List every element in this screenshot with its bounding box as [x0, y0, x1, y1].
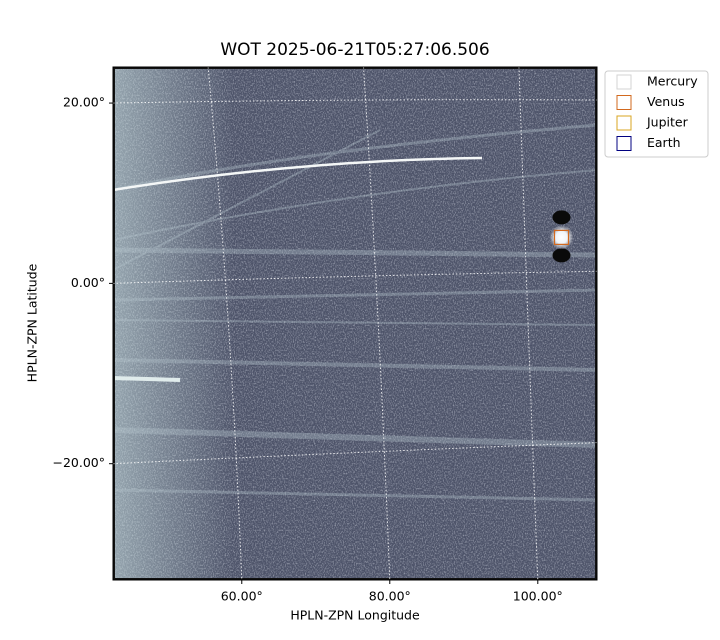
grid-line: [113, 99, 597, 104]
planet-marker: [553, 229, 570, 245]
x-axis-label: HPLN-ZPN Longitude: [290, 608, 420, 623]
legend-marker: [616, 115, 632, 131]
axes-frame: [112, 66, 598, 581]
planet-glow: [549, 225, 574, 250]
grid-line: [207, 67, 243, 580]
grid-line: [518, 67, 539, 580]
planet-glare: [552, 248, 571, 263]
legend-label: Mercury: [647, 74, 698, 89]
y-tick-label: −20.00°: [52, 455, 105, 470]
legend-label: Earth: [647, 135, 681, 150]
image-bright-streak: [113, 156, 483, 192]
legend-marker: [616, 74, 632, 90]
legend: Mercury Venus Jupiter Earth: [604, 70, 709, 158]
image-edge-glow: [113, 67, 597, 580]
plot-area: [113, 67, 597, 580]
legend-label: Jupiter: [646, 115, 689, 130]
y-axis-label: HPLN-ZPN Latitude: [25, 263, 40, 382]
chart-title: WOT 2025-06-21T05:27:06.506: [220, 40, 489, 60]
x-tick-label: 100.00°: [513, 589, 563, 604]
grid-line: [113, 270, 597, 284]
planet-glare: [552, 210, 571, 225]
x-tick-label: 80.00°: [369, 589, 411, 604]
x-tick-label: 60.00°: [221, 589, 263, 604]
grid-line: [363, 67, 391, 580]
legend-label: Venus: [647, 94, 685, 109]
legend-marker: [616, 95, 632, 110]
image-bright-streak: [113, 376, 181, 382]
legend-box: [604, 70, 709, 158]
y-tick-label: 20.00°: [63, 95, 105, 110]
image-streaks: [113, 123, 597, 502]
grid-line: [113, 442, 597, 465]
y-tick-label: 0.00°: [71, 275, 105, 290]
legend-marker: [616, 136, 632, 151]
